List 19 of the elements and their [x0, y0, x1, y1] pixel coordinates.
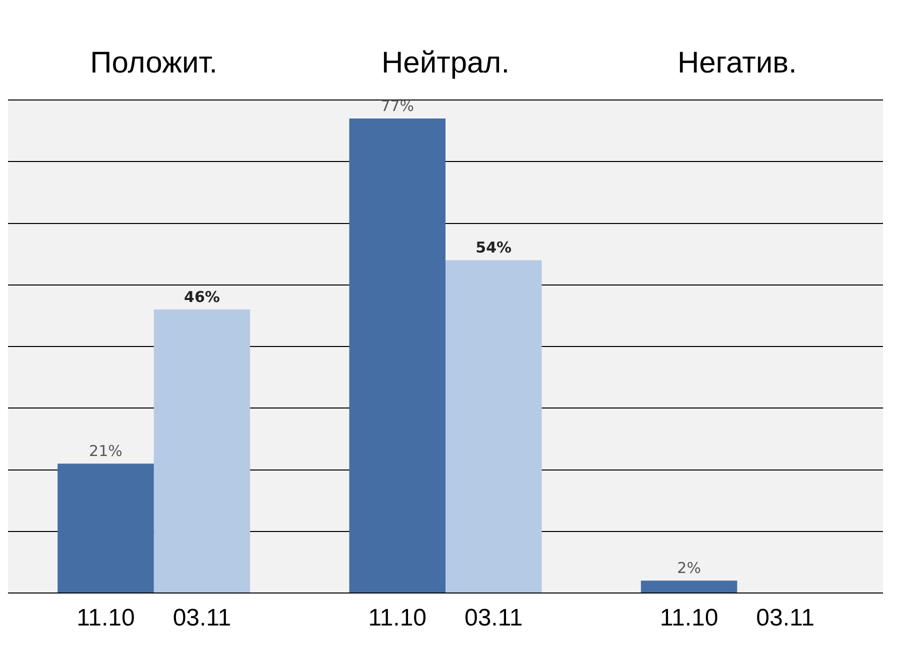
series-label: 11.10: [76, 604, 135, 632]
bar: [446, 260, 542, 592]
text: 03.11: [756, 604, 814, 632]
bar: [640, 580, 738, 592]
data-label: 77%: [380, 96, 414, 115]
text: 11.10: [660, 604, 718, 632]
text: 11.10: [368, 604, 427, 632]
bar: [58, 464, 154, 592]
x-tick-label: Негатив.: [677, 46, 797, 80]
series-label: 03.11: [172, 604, 232, 632]
x-tick-label: Положит.: [90, 46, 218, 80]
data-label: 2%: [677, 559, 701, 578]
data-label: 21%: [89, 442, 122, 460]
x-tick-label: Нейтрал.: [381, 46, 510, 80]
bar: [154, 310, 250, 592]
data-label: 46%: [184, 288, 220, 306]
data-label: 54%: [476, 238, 512, 257]
bar: [349, 118, 446, 592]
text: 03.11: [464, 604, 523, 632]
